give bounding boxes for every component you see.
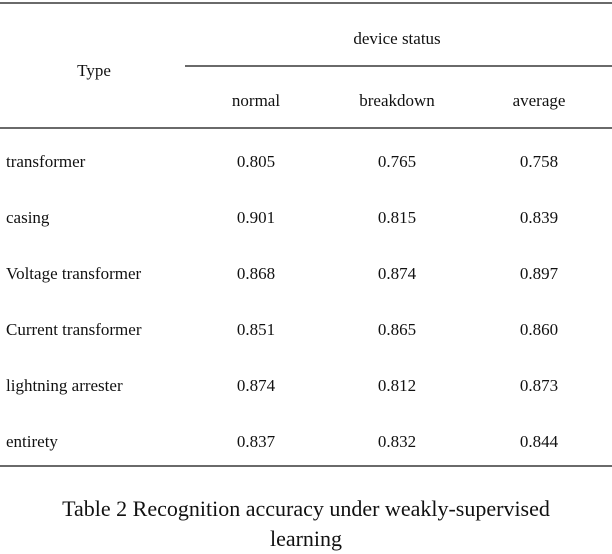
cell: 0.805	[237, 152, 275, 171]
cell: 0.874	[237, 376, 276, 395]
cell: 0.901	[237, 208, 275, 227]
cell: 0.839	[520, 208, 558, 227]
table: Type device status normal breakdown averag…	[0, 2, 612, 467]
cell: 0.868	[237, 264, 275, 283]
cell: 0.897	[520, 264, 559, 283]
cell: 0.844	[520, 432, 559, 451]
cell: 0.765	[378, 152, 416, 171]
column-header: breakdown	[359, 91, 435, 110]
column-header: normal	[232, 91, 280, 110]
row-label: Voltage transformer	[6, 264, 142, 283]
row-label: lightning arrester	[6, 376, 123, 395]
cell: 0.812	[378, 376, 416, 395]
row-label: Current transformer	[6, 320, 142, 339]
cell: 0.860	[520, 320, 558, 339]
cell: 0.865	[378, 320, 416, 339]
cell: 0.815	[378, 208, 416, 227]
row-label: casing	[6, 208, 50, 227]
row-label: transformer	[6, 152, 86, 171]
group-header: device status	[353, 29, 440, 48]
row-label: entirety	[6, 432, 58, 451]
column-header: average	[513, 91, 566, 110]
cell: 0.851	[237, 320, 275, 339]
cell: 0.837	[237, 432, 276, 451]
cell: 0.873	[520, 376, 558, 395]
cell: 0.758	[520, 152, 558, 171]
caption: Table 2 Recognition accuracy under weakl…	[62, 496, 550, 551]
type-header: Type	[77, 61, 111, 80]
cell: 0.874	[378, 264, 417, 283]
cell: 0.832	[378, 432, 416, 451]
